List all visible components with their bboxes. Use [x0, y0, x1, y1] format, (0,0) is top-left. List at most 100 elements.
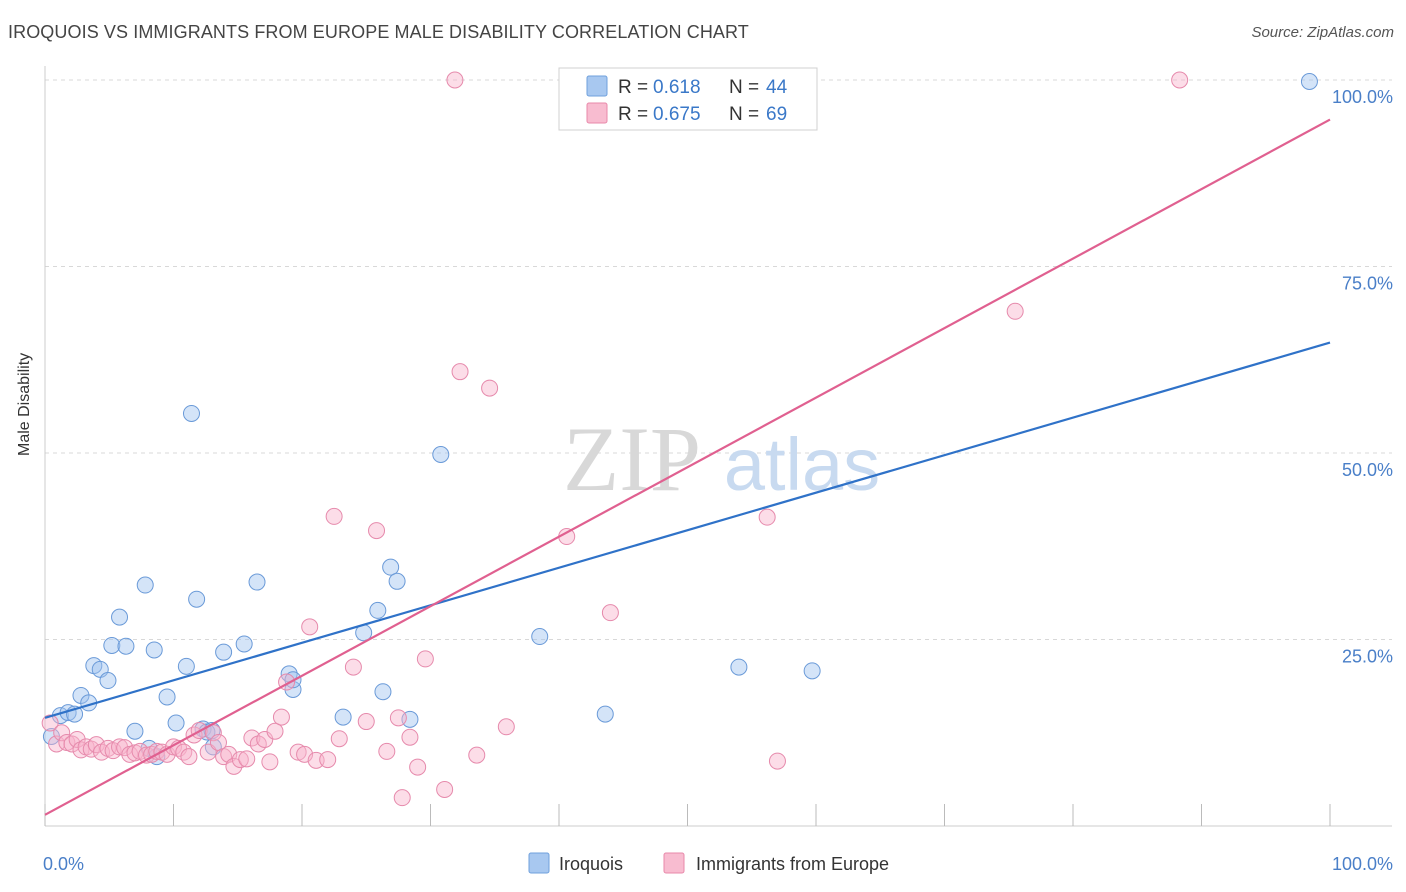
trend-line-immigrants: [44, 118, 1331, 816]
source-credit: Source: ZipAtlas.com: [1251, 24, 1394, 41]
stats-legend: R = 0.618 N = 44 R = 0.675 N = 69: [558, 67, 818, 131]
data-point-iroquois: [374, 683, 392, 701]
data-point-immigrants: [325, 507, 343, 525]
data-point-iroquois: [111, 608, 129, 626]
data-point-iroquois: [188, 590, 206, 608]
y-tick-label: 50.0%: [1342, 460, 1393, 480]
data-point-iroquois: [167, 714, 185, 732]
x-tick-label-max: 100.0%: [1332, 854, 1393, 874]
series-legend-swatch-immigrants: [663, 852, 685, 874]
data-point-immigrants: [225, 757, 243, 775]
stats-legend-n-label-iroquois: N =: [729, 77, 759, 98]
data-point-immigrants: [497, 718, 515, 736]
stats-legend-r-label-iroquois: R =: [618, 77, 648, 98]
data-point-iroquois: [596, 705, 614, 723]
stats-legend-r-value-immigrants: 0.675: [653, 104, 701, 125]
data-point-iroquois: [730, 658, 748, 676]
data-point-immigrants: [344, 658, 362, 676]
data-point-immigrants: [289, 743, 307, 761]
data-point-immigrants: [401, 728, 419, 746]
data-point-immigrants: [243, 729, 261, 747]
data-point-immigrants: [436, 780, 454, 798]
data-point-immigrants: [266, 722, 284, 740]
data-point-immigrants: [175, 743, 193, 761]
trend-line-iroquois: [44, 341, 1331, 719]
data-point-iroquois: [117, 637, 135, 655]
data-point-iroquois: [126, 722, 144, 740]
data-point-iroquois: [388, 572, 406, 590]
data-point-immigrants: [63, 735, 81, 753]
y-tick-label: 25.0%: [1342, 647, 1393, 667]
trend-layer: [44, 118, 1331, 816]
data-point-immigrants: [272, 708, 290, 726]
data-point-iroquois: [432, 445, 450, 463]
data-point-iroquois: [1300, 72, 1318, 90]
data-point-immigrants: [357, 713, 375, 731]
stats-legend-swatch-immigrants: [586, 102, 608, 124]
data-point-immigrants: [409, 758, 427, 776]
data-point-immigrants: [393, 789, 411, 807]
points-layer: [41, 71, 1318, 807]
axis-layer: 25.0% 50.0% 75.0% 100.0% 0.0% 100.0%: [43, 66, 1393, 874]
data-point-iroquois: [158, 688, 176, 706]
data-point-immigrants: [82, 740, 100, 758]
x-tick-label-min: 0.0%: [43, 854, 84, 874]
y-axis-title-wrap: Male Disability: [16, 353, 34, 456]
data-point-iroquois: [235, 635, 253, 653]
data-point-immigrants: [231, 751, 249, 769]
data-point-iroquois: [215, 643, 233, 661]
data-point-immigrants: [180, 748, 198, 766]
data-point-immigrants: [319, 751, 337, 769]
stats-legend-n-value-iroquois: 44: [766, 77, 788, 98]
data-point-iroquois: [99, 672, 117, 690]
watermark-atlas: atlas: [724, 423, 880, 506]
data-point-immigrants: [416, 650, 434, 668]
data-point-iroquois: [369, 601, 387, 619]
data-point-immigrants: [261, 753, 279, 771]
data-point-iroquois: [248, 573, 266, 591]
data-point-immigrants: [301, 618, 319, 636]
stats-legend-n-label-immigrants: N =: [729, 104, 759, 125]
data-point-immigrants: [389, 709, 407, 727]
data-point-iroquois: [531, 628, 549, 646]
watermark-zip: ZIP: [563, 408, 701, 510]
data-point-iroquois: [382, 558, 400, 576]
series-legend-swatch-iroquois: [528, 852, 550, 874]
stats-legend-swatch-iroquois: [586, 75, 608, 97]
y-axis-title: Male Disability: [16, 352, 33, 456]
data-point-iroquois: [803, 662, 821, 680]
data-point-immigrants: [446, 71, 464, 89]
watermark: ZIP atlas: [563, 408, 880, 510]
stats-legend-n-value-immigrants: 69: [766, 104, 787, 125]
data-point-iroquois: [182, 404, 200, 422]
data-point-immigrants: [758, 508, 776, 526]
series-legend: Iroquois Immigrants from Europe: [528, 852, 889, 874]
y-tick-label: 75.0%: [1342, 274, 1393, 294]
stats-legend-r-value-iroquois: 0.618: [653, 77, 701, 98]
data-point-immigrants: [768, 752, 786, 770]
data-point-iroquois: [177, 657, 195, 675]
data-point-iroquois: [136, 576, 154, 594]
data-point-immigrants: [238, 750, 256, 768]
data-point-immigrants: [378, 742, 396, 760]
data-point-immigrants: [1171, 71, 1189, 89]
data-point-immigrants: [330, 730, 348, 748]
data-point-immigrants: [1006, 302, 1024, 320]
data-point-iroquois: [334, 708, 352, 726]
data-point-immigrants: [368, 522, 386, 540]
data-point-immigrants: [451, 363, 469, 381]
data-point-immigrants: [468, 746, 486, 764]
data-point-immigrants: [53, 724, 71, 742]
data-point-iroquois: [145, 641, 163, 659]
series-legend-label-immigrants: Immigrants from Europe: [696, 854, 889, 874]
y-tick-label: 100.0%: [1332, 87, 1393, 107]
stats-legend-r-label-immigrants: R =: [618, 104, 648, 125]
chart-title: IROQUOIS VS IMMIGRANTS FROM EUROPE MALE …: [8, 22, 749, 42]
series-legend-label-iroquois: Iroquois: [559, 854, 623, 874]
grid-layer: [45, 79, 1392, 640]
data-point-immigrants: [481, 379, 499, 397]
data-point-immigrants: [41, 714, 59, 732]
data-point-iroquois: [103, 636, 121, 654]
data-point-immigrants: [601, 604, 619, 622]
